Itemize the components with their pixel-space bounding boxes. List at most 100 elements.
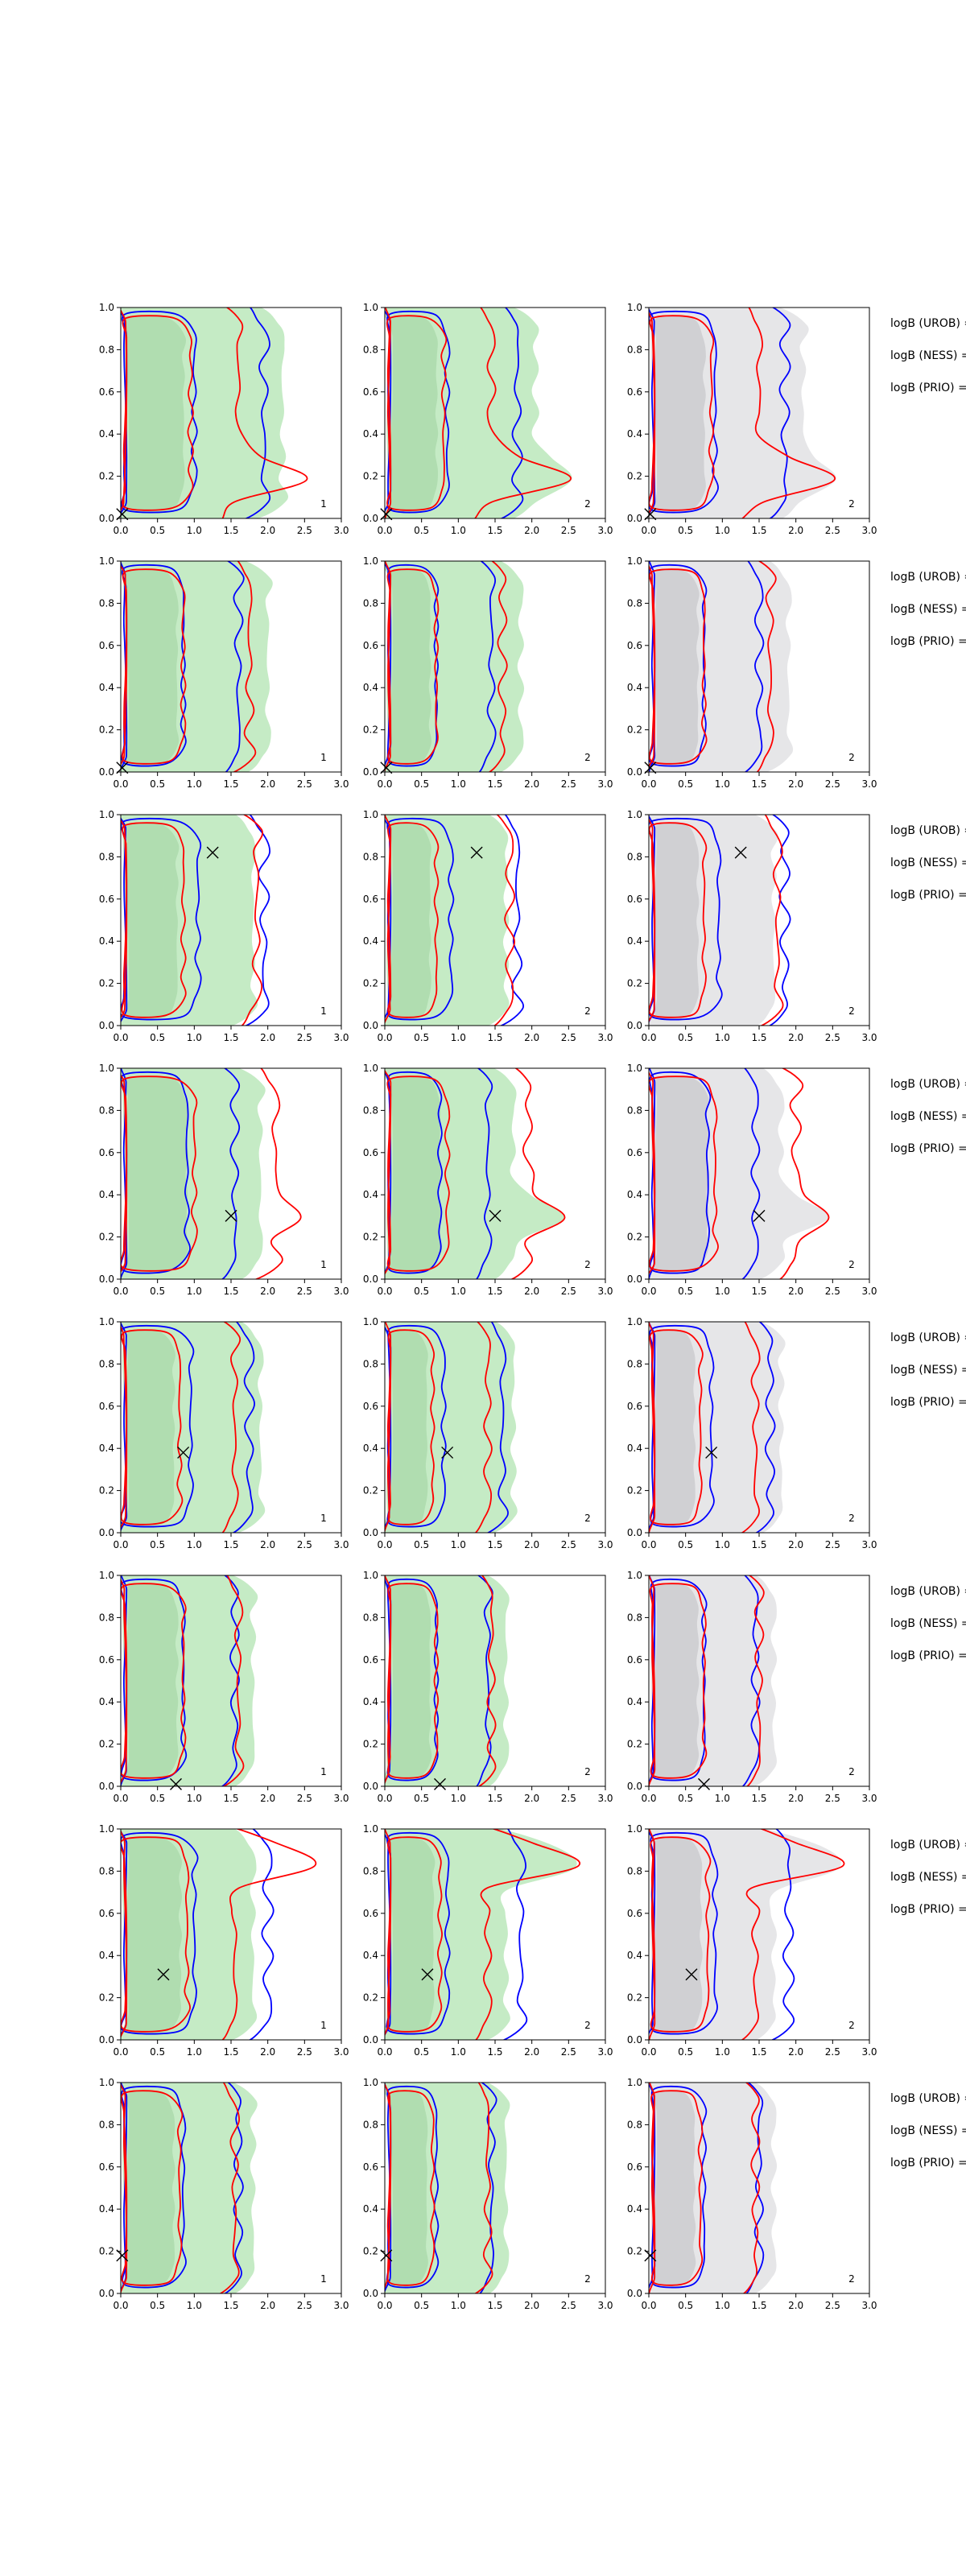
x-tick-label: 1.5 [487, 1539, 502, 1550]
y-tick-label: 1.0 [363, 1823, 378, 1835]
contour-red-inner [121, 822, 187, 1018]
true-value-marker [116, 2249, 129, 2262]
contour-red-inner [386, 2090, 436, 2286]
y-tick-label: 0.8 [99, 597, 114, 609]
logb-label: logB (NESS) = [890, 1110, 966, 1123]
panel-number: 2 [848, 1513, 855, 1524]
contour-blue-outer [385, 1829, 528, 2040]
x-tick-label: 0.0 [377, 1286, 392, 1297]
contour-red-outer [121, 561, 257, 772]
y-tick-label: 0.0 [363, 1274, 378, 1285]
x-tick-label: 2.5 [561, 1793, 576, 1804]
contour-blue-outer [649, 1068, 761, 1279]
density-core [126, 1330, 175, 1527]
y-tick-label: 0.2 [363, 978, 378, 989]
y-tick-label: 1.0 [627, 302, 642, 313]
contour-blue-outer [385, 308, 524, 518]
x-tick-label: 0.5 [678, 2046, 693, 2058]
y-tick-label: 1.0 [363, 1570, 378, 1581]
y-tick-label: 0.2 [363, 1485, 378, 1496]
y-tick-label: 0.6 [99, 1147, 114, 1158]
x-tick-label: 1.5 [751, 1539, 766, 1550]
panel-r2-c3: 0.0 0.5 1.0 1.5 2.0 2.5 3.0 0.0 0.2 0.4 0.6 0.8 1.0 2 [627, 555, 877, 790]
density-core [654, 1837, 703, 2034]
x-tick-label: 1.0 [715, 2300, 730, 2311]
x-tick-label: 2.0 [260, 1793, 275, 1804]
contour-blue-inner [121, 817, 202, 1021]
y-tick-label: 0.4 [99, 428, 114, 440]
density-core [124, 569, 180, 766]
x-tick-label: 0.5 [414, 1793, 429, 1804]
row-1-bayes-factors: logB (UROB) = logB (NESS) = logB (PRIO) = [890, 317, 966, 394]
x-tick-label: 2.0 [788, 525, 803, 536]
y-tick-label: 0.8 [363, 851, 378, 862]
contour-blue-outer [121, 308, 271, 518]
logb-label: logB (NESS) = [890, 1871, 966, 1884]
x-tick-label: 2.0 [524, 1539, 539, 1550]
y-tick-label: 0.0 [99, 2288, 114, 2299]
panel-number: 2 [848, 1259, 855, 1270]
x-tick-label: 1.0 [187, 2300, 202, 2311]
y-tick-label: 0.0 [363, 2034, 378, 2046]
contour-red-inner [649, 568, 708, 765]
x-tick-label: 1.0 [451, 1793, 466, 1804]
true-value-marker [489, 1209, 502, 1222]
y-tick-label: 0.6 [99, 1908, 114, 1919]
x-tick-label: 0.5 [678, 1286, 693, 1297]
x-tick-label: 2.0 [524, 1793, 539, 1804]
x-tick-label: 0.0 [641, 2046, 656, 2058]
contour-red-outer [385, 1068, 566, 1279]
panel-number: 2 [584, 2020, 591, 2031]
y-tick-label: 0.8 [627, 1865, 642, 1876]
x-tick-label: 0.5 [414, 2046, 429, 2058]
panel-number: 1 [320, 752, 327, 763]
x-tick-label: 2.0 [524, 1032, 539, 1043]
x-tick-label: 0.0 [113, 2300, 128, 2311]
row-4-bayes-factors: logB (UROB) = logB (NESS) = logB (PRIO) = [890, 1078, 966, 1155]
logb-label: logB (NESS) = [890, 1364, 966, 1377]
y-tick-label: 0.8 [363, 1104, 378, 1116]
density-core [654, 1583, 700, 1781]
x-tick-label: 1.0 [187, 778, 202, 790]
x-tick-label: 0.5 [150, 1539, 165, 1550]
y-tick-label: 0.2 [99, 1232, 114, 1243]
x-tick-label: 0.5 [150, 2300, 165, 2311]
x-tick-label: 2.5 [825, 525, 840, 536]
x-tick-label: 2.5 [297, 778, 312, 790]
y-tick-label: 1.0 [363, 302, 378, 313]
x-tick-label: 1.5 [487, 2300, 502, 2311]
panel-number: 1 [320, 1259, 327, 1270]
y-tick-label: 0.6 [627, 1147, 642, 1158]
true-value-marker [421, 1968, 434, 1981]
y-tick-label: 0.4 [363, 682, 378, 693]
y-tick-label: 0.4 [363, 428, 378, 440]
contour-red-outer [385, 1829, 581, 2040]
y-tick-label: 0.4 [99, 2203, 114, 2215]
y-tick-label: 1.0 [627, 1570, 642, 1581]
panel-number: 2 [584, 1766, 591, 1777]
x-tick-label: 0.5 [678, 525, 693, 536]
y-tick-label: 0.2 [99, 1485, 114, 1496]
panel-number: 2 [848, 752, 855, 763]
x-tick-label: 3.0 [597, 525, 613, 536]
y-tick-label: 0.8 [99, 1104, 114, 1116]
panel-r5-c1: 0.0 0.5 1.0 1.5 2.0 2.5 3.0 0.0 0.2 0.4 0.6 0.8 1.0 1 [99, 1316, 349, 1550]
x-tick-label: 3.0 [861, 2300, 877, 2311]
x-tick-label: 2.5 [297, 2300, 312, 2311]
x-tick-label: 3.0 [861, 2046, 877, 2058]
density-core [126, 1583, 179, 1781]
y-tick-label: 0.8 [363, 1612, 378, 1623]
x-tick-label: 0.0 [377, 1539, 392, 1550]
panel-r4-c3: 0.0 0.5 1.0 1.5 2.0 2.5 3.0 0.0 0.2 0.4 0.6 0.8 1.0 2 [627, 1063, 877, 1297]
x-tick-label: 3.0 [597, 1286, 613, 1297]
y-tick-label: 0.0 [99, 1020, 114, 1031]
x-tick-label: 2.0 [524, 2046, 539, 2058]
contour-red-outer [121, 1068, 302, 1279]
x-tick-label: 0.0 [113, 1286, 128, 1297]
x-tick-label: 0.5 [414, 1539, 429, 1550]
x-tick-label: 3.0 [597, 778, 613, 790]
x-tick-label: 1.5 [223, 525, 238, 536]
y-tick-label: 0.8 [627, 2119, 642, 2130]
y-tick-label: 0.2 [627, 1739, 642, 1750]
x-tick-label: 1.0 [187, 1793, 202, 1804]
